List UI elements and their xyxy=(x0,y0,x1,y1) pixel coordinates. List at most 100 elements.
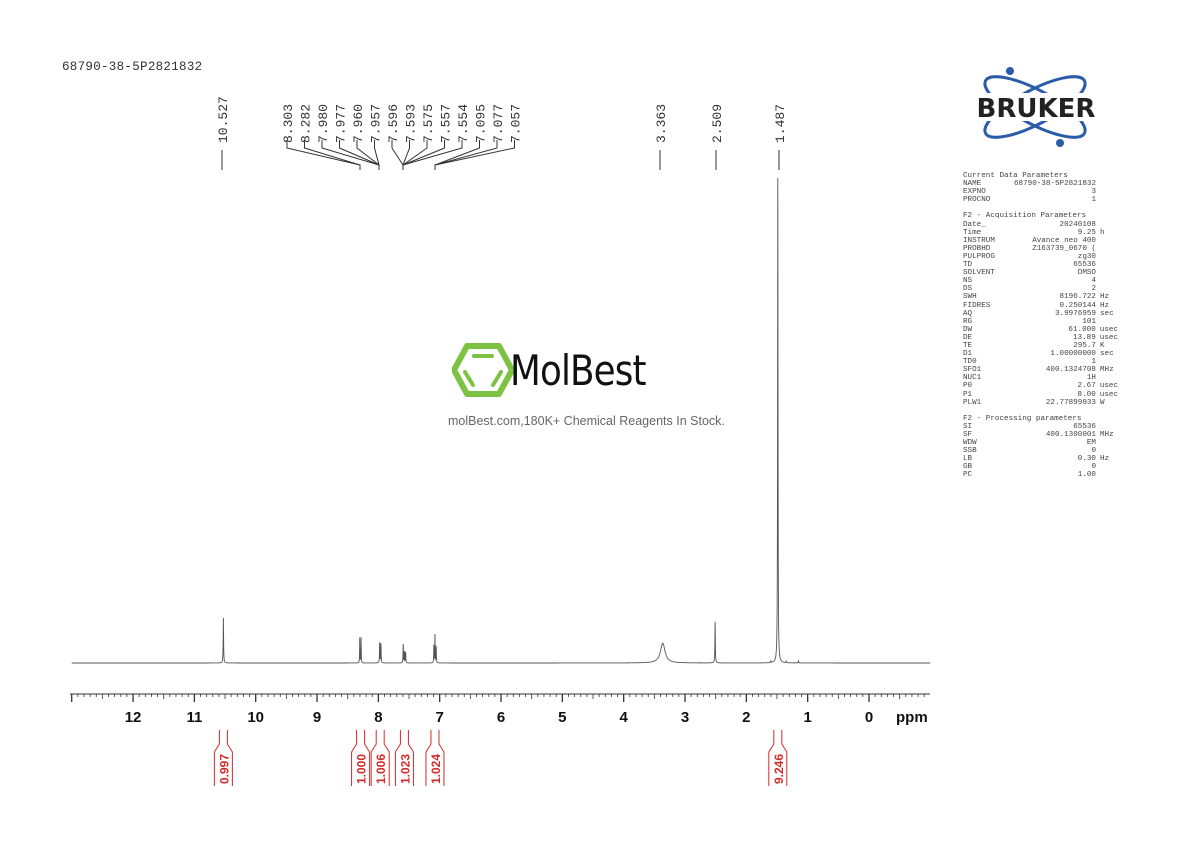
param-section-title: F2 - Acquisition Parameters xyxy=(963,212,1087,221)
tick-label: 10 xyxy=(247,709,264,726)
integral-value: 1.023 xyxy=(398,754,412,784)
param-unit xyxy=(1096,358,1100,366)
param-row: P0 2.67 usec xyxy=(963,382,1118,390)
peak-leader-line xyxy=(434,140,515,170)
integral-bracket xyxy=(425,730,445,786)
param-name: P1 xyxy=(963,390,973,399)
param-unit: sec xyxy=(1100,309,1114,318)
param-name: PULPROG xyxy=(963,252,995,261)
param-name: GB xyxy=(963,463,973,472)
param-value: 4 xyxy=(1091,277,1096,286)
param-unit: W xyxy=(1100,398,1105,407)
peak-leader-line xyxy=(402,140,410,170)
param-value: 22.77899933 xyxy=(1045,398,1096,407)
param-row: P1 8.00 usec xyxy=(963,391,1118,399)
peak-label: 7.095 xyxy=(474,104,489,143)
param-unit xyxy=(1096,269,1100,277)
peak-label: 2.509 xyxy=(710,104,725,143)
watermark-tagline: molBest.com,180K+ Chemical Reagents In S… xyxy=(448,414,725,428)
param-value: 2 xyxy=(1091,285,1096,294)
param-value: 1.00 xyxy=(1077,471,1096,480)
param-unit xyxy=(1096,471,1100,479)
param-value: 0.250144 xyxy=(1059,301,1096,310)
param-value: 65536 xyxy=(1073,422,1096,431)
param-unit xyxy=(1096,221,1100,229)
param-unit: K xyxy=(1100,341,1105,350)
param-row: DW 61.000 usec xyxy=(963,326,1118,334)
param-unit xyxy=(1096,253,1100,261)
peak-leader-line xyxy=(321,140,380,170)
param-value: 8196.722 xyxy=(1059,293,1096,302)
param-unit: Hz xyxy=(1100,293,1110,302)
param-name: AQ xyxy=(963,309,973,318)
param-name: SF xyxy=(963,431,973,439)
watermark-brand: MolBest xyxy=(510,346,647,395)
param-name: NUC1 xyxy=(963,374,982,383)
param-name: PLW1 xyxy=(963,398,982,407)
param-row: INSTRUM Avance neo 400 xyxy=(963,237,1118,245)
tick-label: 5 xyxy=(558,709,566,726)
param-name: TE xyxy=(963,341,973,350)
param-unit: h xyxy=(1100,228,1105,237)
param-value: 9.25 xyxy=(1077,228,1096,237)
integral-value: 0.997 xyxy=(217,754,231,784)
param-unit xyxy=(1096,277,1100,285)
peak-leader-line xyxy=(286,140,361,170)
param-row: PROCNO 1 xyxy=(963,196,1118,204)
x-axis-label: ppm xyxy=(896,709,928,726)
param-unit: usec xyxy=(1099,382,1118,391)
param-section-title: Current Data Parameters xyxy=(963,172,1068,180)
param-row: NS 4 xyxy=(963,277,1118,285)
param-value: 0 xyxy=(1091,463,1096,472)
param-row: SI 65536 xyxy=(963,423,1118,431)
param-unit: Hz xyxy=(1100,301,1110,310)
param-value: DMSO xyxy=(1077,269,1096,278)
peak-label: 7.977 xyxy=(334,104,349,143)
param-row: TE 295.7 K xyxy=(963,342,1118,350)
peak-leader-line xyxy=(374,140,380,170)
sample-title: 68790-38-5P2821832 xyxy=(62,60,203,74)
param-row: LB 0.30 Hz xyxy=(963,455,1118,463)
peak-leader-line xyxy=(304,140,361,170)
param-name: SI xyxy=(963,422,973,431)
param-row: GB 0 xyxy=(963,463,1118,471)
param-name: DE xyxy=(963,333,973,342)
param-name: NS xyxy=(963,277,973,286)
param-value: 400.1300001 xyxy=(1045,431,1096,439)
param-name: RG xyxy=(963,317,973,326)
peak-label: 8.303 xyxy=(281,104,296,143)
integral-bracket xyxy=(370,730,390,786)
param-section-title: F2 - Processing parameters xyxy=(963,414,1082,423)
integral-value: 9.246 xyxy=(772,754,786,784)
param-unit: MHz xyxy=(1100,366,1114,375)
integral-bracket xyxy=(394,730,414,786)
param-unit xyxy=(1096,447,1100,455)
integrals: 0.997 1.000 1.006 1.023 1.024 9.246 xyxy=(213,730,788,786)
param-name: DW xyxy=(963,325,973,334)
tick-label: 0 xyxy=(865,709,873,726)
param-name: SFO1 xyxy=(963,366,982,375)
param-row: D1 1.00000000 sec xyxy=(963,350,1118,358)
param-value: 68790-38-5P2821832 xyxy=(1013,180,1096,189)
param-name: SSB xyxy=(963,447,977,456)
param-row: SFO1 400.1324708 MHz xyxy=(963,366,1118,374)
param-name: INSTRUM xyxy=(963,236,995,245)
param-value: 2.67 xyxy=(1077,382,1096,391)
param-unit xyxy=(1096,261,1100,269)
param-unit: usec xyxy=(1099,333,1118,342)
benzene-hexagon-icon xyxy=(452,343,514,397)
param-value: 0 xyxy=(1091,447,1096,456)
param-row: WDW EM xyxy=(963,439,1118,447)
peak-label: 7.596 xyxy=(386,104,401,143)
param-value: Avance neo 400 xyxy=(1032,236,1096,245)
param-unit xyxy=(1096,318,1100,326)
param-row: NUC1 1H xyxy=(963,374,1118,382)
param-name: TD0 xyxy=(963,358,977,367)
tick-label: 9 xyxy=(313,709,321,726)
param-name: NAME xyxy=(963,180,982,189)
peak-label: 10.527 xyxy=(216,96,231,143)
param-value: 101 xyxy=(1082,317,1096,326)
param-name: D1 xyxy=(963,350,973,359)
param-value: 8.00 xyxy=(1077,390,1096,399)
param-value: 295.7 xyxy=(1073,341,1096,350)
